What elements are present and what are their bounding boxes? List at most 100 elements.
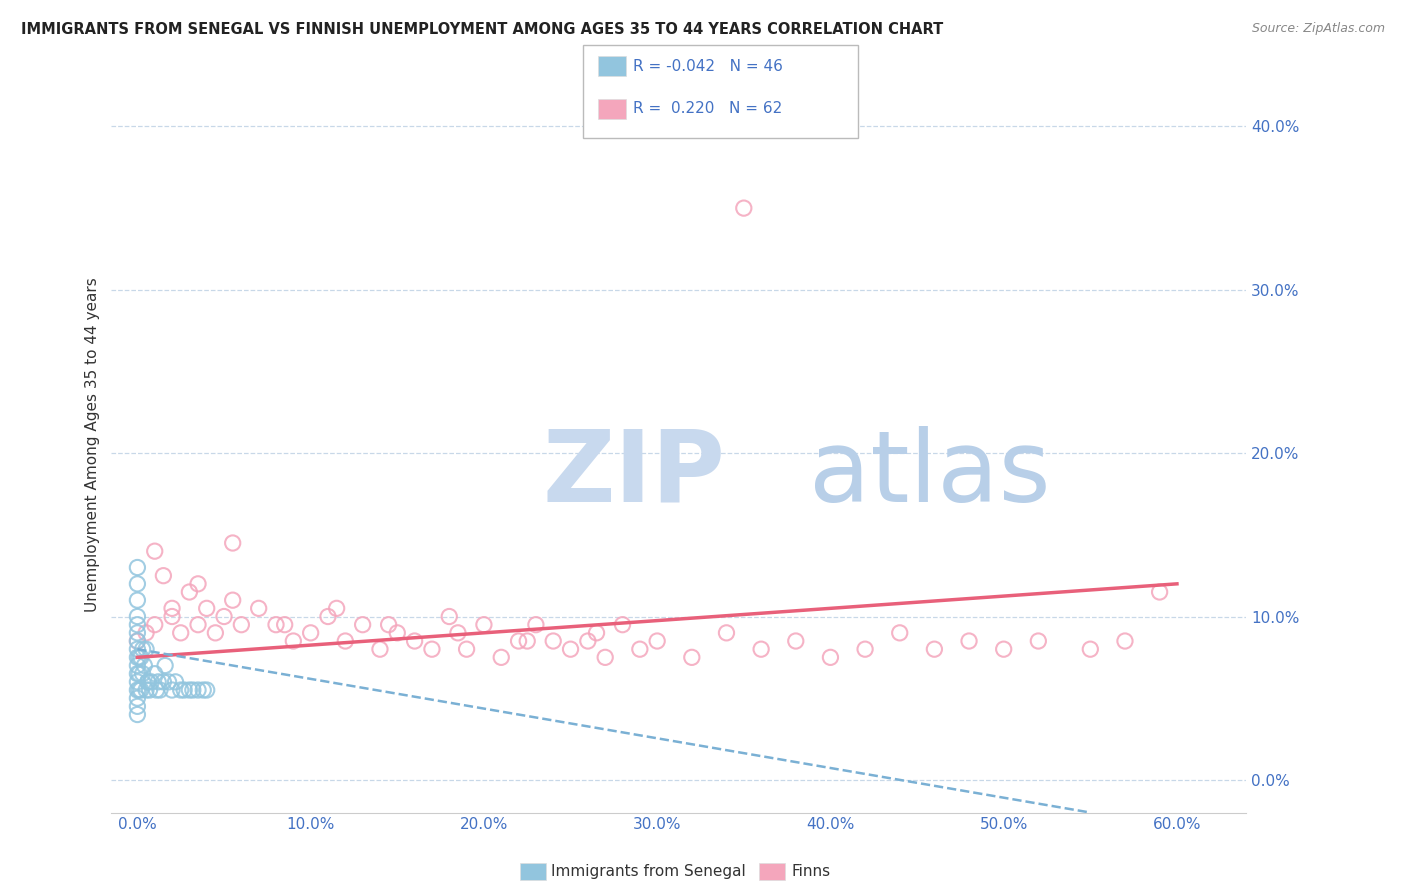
Point xyxy=(264,617,287,632)
Point xyxy=(299,625,322,640)
Point xyxy=(143,617,166,632)
Point xyxy=(853,642,876,657)
Point xyxy=(273,617,295,632)
Point xyxy=(785,634,807,648)
Point xyxy=(160,683,183,698)
Point xyxy=(160,609,183,624)
Point xyxy=(127,634,149,648)
Point xyxy=(170,625,193,640)
Point xyxy=(134,658,156,673)
Point xyxy=(1028,634,1050,648)
Point xyxy=(181,683,204,698)
Point xyxy=(316,609,339,624)
Point xyxy=(716,625,738,640)
Point xyxy=(128,650,150,665)
Point xyxy=(733,201,755,215)
Point xyxy=(179,585,201,599)
Point xyxy=(127,625,149,640)
Point xyxy=(128,683,150,698)
Point xyxy=(195,601,218,615)
Point xyxy=(387,625,409,640)
Point xyxy=(145,683,167,698)
Point xyxy=(127,707,149,722)
Point xyxy=(136,674,159,689)
Point xyxy=(1149,585,1171,599)
Point xyxy=(143,544,166,558)
Point xyxy=(127,650,149,665)
Point xyxy=(127,593,149,607)
Point xyxy=(204,625,226,640)
Text: ZIP: ZIP xyxy=(543,425,725,523)
Point xyxy=(681,650,703,665)
Point xyxy=(127,666,149,681)
Point xyxy=(516,634,538,648)
Text: R = -0.042   N = 46: R = -0.042 N = 46 xyxy=(633,59,783,73)
Point xyxy=(456,642,478,657)
Point xyxy=(129,650,152,665)
Point xyxy=(127,634,149,648)
Point xyxy=(127,642,149,657)
Point xyxy=(221,536,243,550)
Point xyxy=(508,634,530,648)
Point xyxy=(231,617,253,632)
Text: Immigrants from Senegal: Immigrants from Senegal xyxy=(551,864,747,879)
Point xyxy=(628,642,651,657)
Point xyxy=(472,617,495,632)
Point xyxy=(560,642,582,657)
Point xyxy=(127,699,149,714)
Point xyxy=(127,609,149,624)
Point xyxy=(585,625,607,640)
Point xyxy=(131,666,153,681)
Point xyxy=(127,674,149,689)
Point xyxy=(129,683,152,698)
Point xyxy=(187,577,209,591)
Point xyxy=(212,609,235,624)
Point xyxy=(193,683,215,698)
Point xyxy=(165,674,187,689)
Point xyxy=(447,625,470,640)
Point xyxy=(645,634,668,648)
Point xyxy=(576,634,599,648)
Point xyxy=(160,601,183,615)
Point xyxy=(187,683,209,698)
Point xyxy=(173,683,195,698)
Point xyxy=(152,674,174,689)
Point xyxy=(541,634,564,648)
Point xyxy=(153,658,176,673)
Point xyxy=(170,683,193,698)
Point xyxy=(889,625,911,640)
Point xyxy=(593,650,616,665)
Text: Finns: Finns xyxy=(792,864,831,879)
Point xyxy=(148,674,170,689)
Point xyxy=(993,642,1015,657)
Point xyxy=(377,617,399,632)
Point xyxy=(128,666,150,681)
Point xyxy=(127,658,149,673)
Point xyxy=(352,617,374,632)
Y-axis label: Unemployment Among Ages 35 to 44 years: Unemployment Among Ages 35 to 44 years xyxy=(86,277,100,613)
Point xyxy=(1078,642,1101,657)
Point xyxy=(368,642,391,657)
Point xyxy=(325,601,347,615)
Point xyxy=(127,617,149,632)
Point xyxy=(143,666,166,681)
Point xyxy=(924,642,946,657)
Point xyxy=(152,568,174,582)
Point xyxy=(612,617,634,632)
Point xyxy=(131,642,153,657)
Point xyxy=(135,683,157,698)
Point xyxy=(195,683,218,698)
Text: IMMIGRANTS FROM SENEGAL VS FINNISH UNEMPLOYMENT AMONG AGES 35 TO 44 YEARS CORREL: IMMIGRANTS FROM SENEGAL VS FINNISH UNEMP… xyxy=(21,22,943,37)
Point xyxy=(138,683,160,698)
Point xyxy=(127,577,149,591)
Point xyxy=(136,674,159,689)
Point xyxy=(749,642,772,657)
Point xyxy=(127,560,149,574)
Point xyxy=(135,642,157,657)
Point xyxy=(179,683,201,698)
Text: Source: ZipAtlas.com: Source: ZipAtlas.com xyxy=(1251,22,1385,36)
Text: R =  0.220   N = 62: R = 0.220 N = 62 xyxy=(633,102,782,116)
Point xyxy=(127,683,149,698)
Point xyxy=(1114,634,1136,648)
Point xyxy=(221,593,243,607)
